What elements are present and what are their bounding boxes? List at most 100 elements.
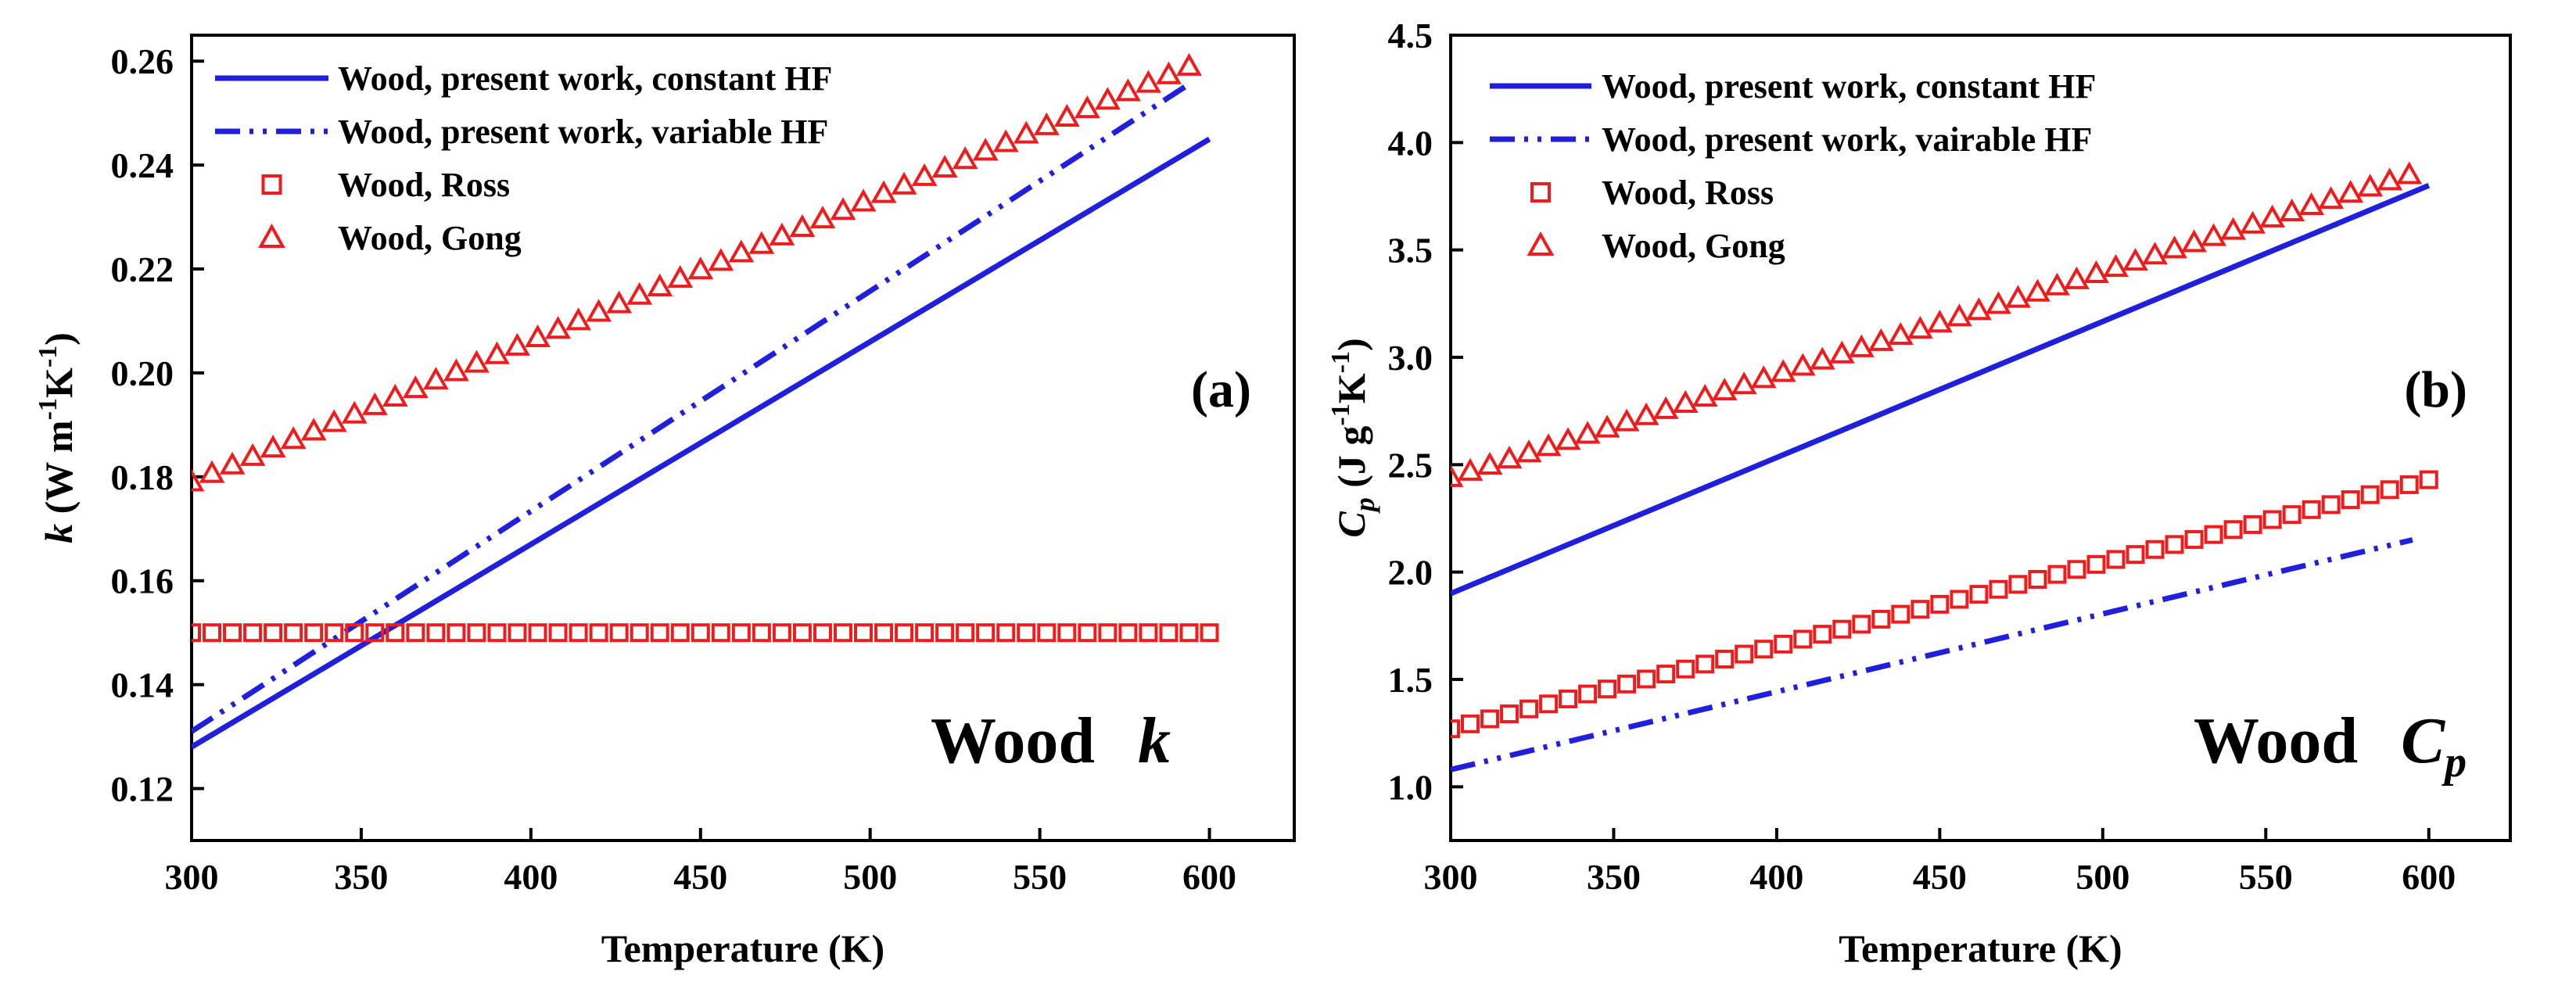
data-point-ross (406, 623, 425, 643)
data-point-ross (1852, 615, 1871, 634)
data-point-gong (1053, 103, 1080, 127)
y-tick-label: 2.0 (1388, 553, 1433, 593)
data-point-gong (1789, 353, 1816, 376)
property-symbol: C (2401, 704, 2445, 777)
data-point-gong (382, 383, 408, 407)
data-point-gong (1516, 439, 1542, 463)
y-axis-units: (W m (37, 420, 81, 523)
data-point-ross (1832, 619, 1852, 639)
data-point-ross (1017, 623, 1036, 643)
data-point-gong (1672, 389, 1699, 413)
data-point-gong (1731, 371, 1757, 395)
x-tick-label: 500 (2076, 857, 2129, 897)
legend-label: Wood, present work, constant HF (338, 59, 832, 98)
data-point-ross (2145, 539, 2165, 559)
data-point-ross (365, 623, 385, 643)
data-point-gong (1848, 334, 1875, 357)
data-point-gong (2025, 278, 2050, 302)
y-axis-units: K (37, 367, 81, 398)
data-point-gong (1946, 303, 1972, 327)
data-point-ross (1715, 649, 1735, 668)
data-point-gong (2044, 272, 2070, 296)
data-point-ross (1656, 665, 1676, 684)
data-point-ross (2106, 550, 2126, 569)
material-name: Wood (931, 704, 1095, 777)
data-point-ross (976, 623, 996, 643)
y-axis-units: ) (37, 332, 81, 346)
data-point-gong (2279, 198, 2305, 221)
series-line-constant-hf (1451, 183, 2431, 597)
data-point-gong (219, 451, 246, 475)
data-point-ross (203, 623, 222, 643)
data-point-gong (2122, 248, 2148, 271)
data-point-ross (691, 623, 710, 643)
data-point-gong (199, 460, 225, 483)
data-point-ross (2302, 500, 2321, 519)
data-point-ross (2184, 530, 2204, 550)
data-point-ross (1774, 634, 1793, 654)
data-point-ross (609, 623, 629, 643)
data-point-ross (1637, 669, 1656, 689)
data-point-ross (325, 623, 344, 643)
x-tick-label: 500 (843, 857, 897, 897)
x-tick-label: 600 (1182, 857, 1236, 897)
data-point-gong (2220, 217, 2247, 240)
data-point-ross (996, 623, 1016, 643)
y-axis-title: k (W m-1K-1) (34, 332, 81, 543)
data-point-gong (525, 324, 551, 348)
x-tick-label: 300 (1424, 857, 1478, 897)
data-point-ross (467, 623, 486, 643)
data-point-gong (891, 171, 917, 195)
data-point-gong (341, 400, 368, 424)
data-point-ross (223, 623, 242, 643)
data-point-gong (748, 231, 775, 254)
x-tick-label: 450 (673, 857, 727, 897)
data-point-gong (708, 248, 734, 271)
x-tick-label: 450 (1913, 857, 1967, 897)
data-point-ross (1891, 604, 1910, 624)
data-point-ross (528, 623, 547, 643)
data-point-gong (1013, 120, 1039, 144)
data-point-gong (1965, 297, 1992, 321)
data-point-ross (1754, 640, 1774, 659)
data-point-ross (2380, 480, 2399, 500)
legend-label: Wood, present work, vairable HF (1602, 120, 2092, 159)
data-point-ross (874, 623, 894, 643)
y-tick-label: 0.22 (111, 249, 174, 289)
data-point-ross (2204, 525, 2223, 544)
data-point-ross (264, 623, 283, 643)
data-point-ross (1598, 679, 1617, 699)
data-point-gong (1451, 464, 1464, 487)
data-point-gong (1555, 427, 1581, 450)
material-annotation: Wood Cp (2194, 704, 2467, 787)
data-point-ross (915, 623, 935, 643)
x-tick-label: 550 (1013, 857, 1067, 897)
data-point-ross (243, 623, 263, 643)
data-point-gong (1770, 359, 1796, 382)
data-point-gong (280, 426, 307, 450)
data-point-gong (769, 222, 795, 246)
data-point-gong (1033, 112, 1060, 135)
data-point-ross (2028, 570, 2047, 590)
data-point-gong (504, 332, 530, 356)
data-point-ross (2399, 475, 2419, 494)
data-point-ross (345, 623, 364, 643)
data-point-ross (2047, 565, 2067, 584)
series-line-constant-hf (192, 136, 1211, 750)
data-point-gong (402, 375, 429, 399)
data-point-ross (2282, 505, 2302, 525)
y-tick-label: 0.20 (111, 353, 174, 393)
data-point-gong (687, 256, 714, 280)
data-point-ross (1813, 625, 1832, 644)
data-point-gong (728, 239, 755, 263)
data-point-ross (2360, 485, 2380, 504)
data-point-gong (361, 392, 388, 415)
data-point-ross (569, 623, 588, 643)
data-point-gong (2298, 192, 2325, 216)
data-point-gong (1114, 78, 1141, 102)
data-point-gong (1476, 451, 1503, 475)
data-point-ross (1200, 623, 1219, 643)
data-point-ross (2341, 490, 2360, 510)
data-point-gong (667, 265, 694, 289)
